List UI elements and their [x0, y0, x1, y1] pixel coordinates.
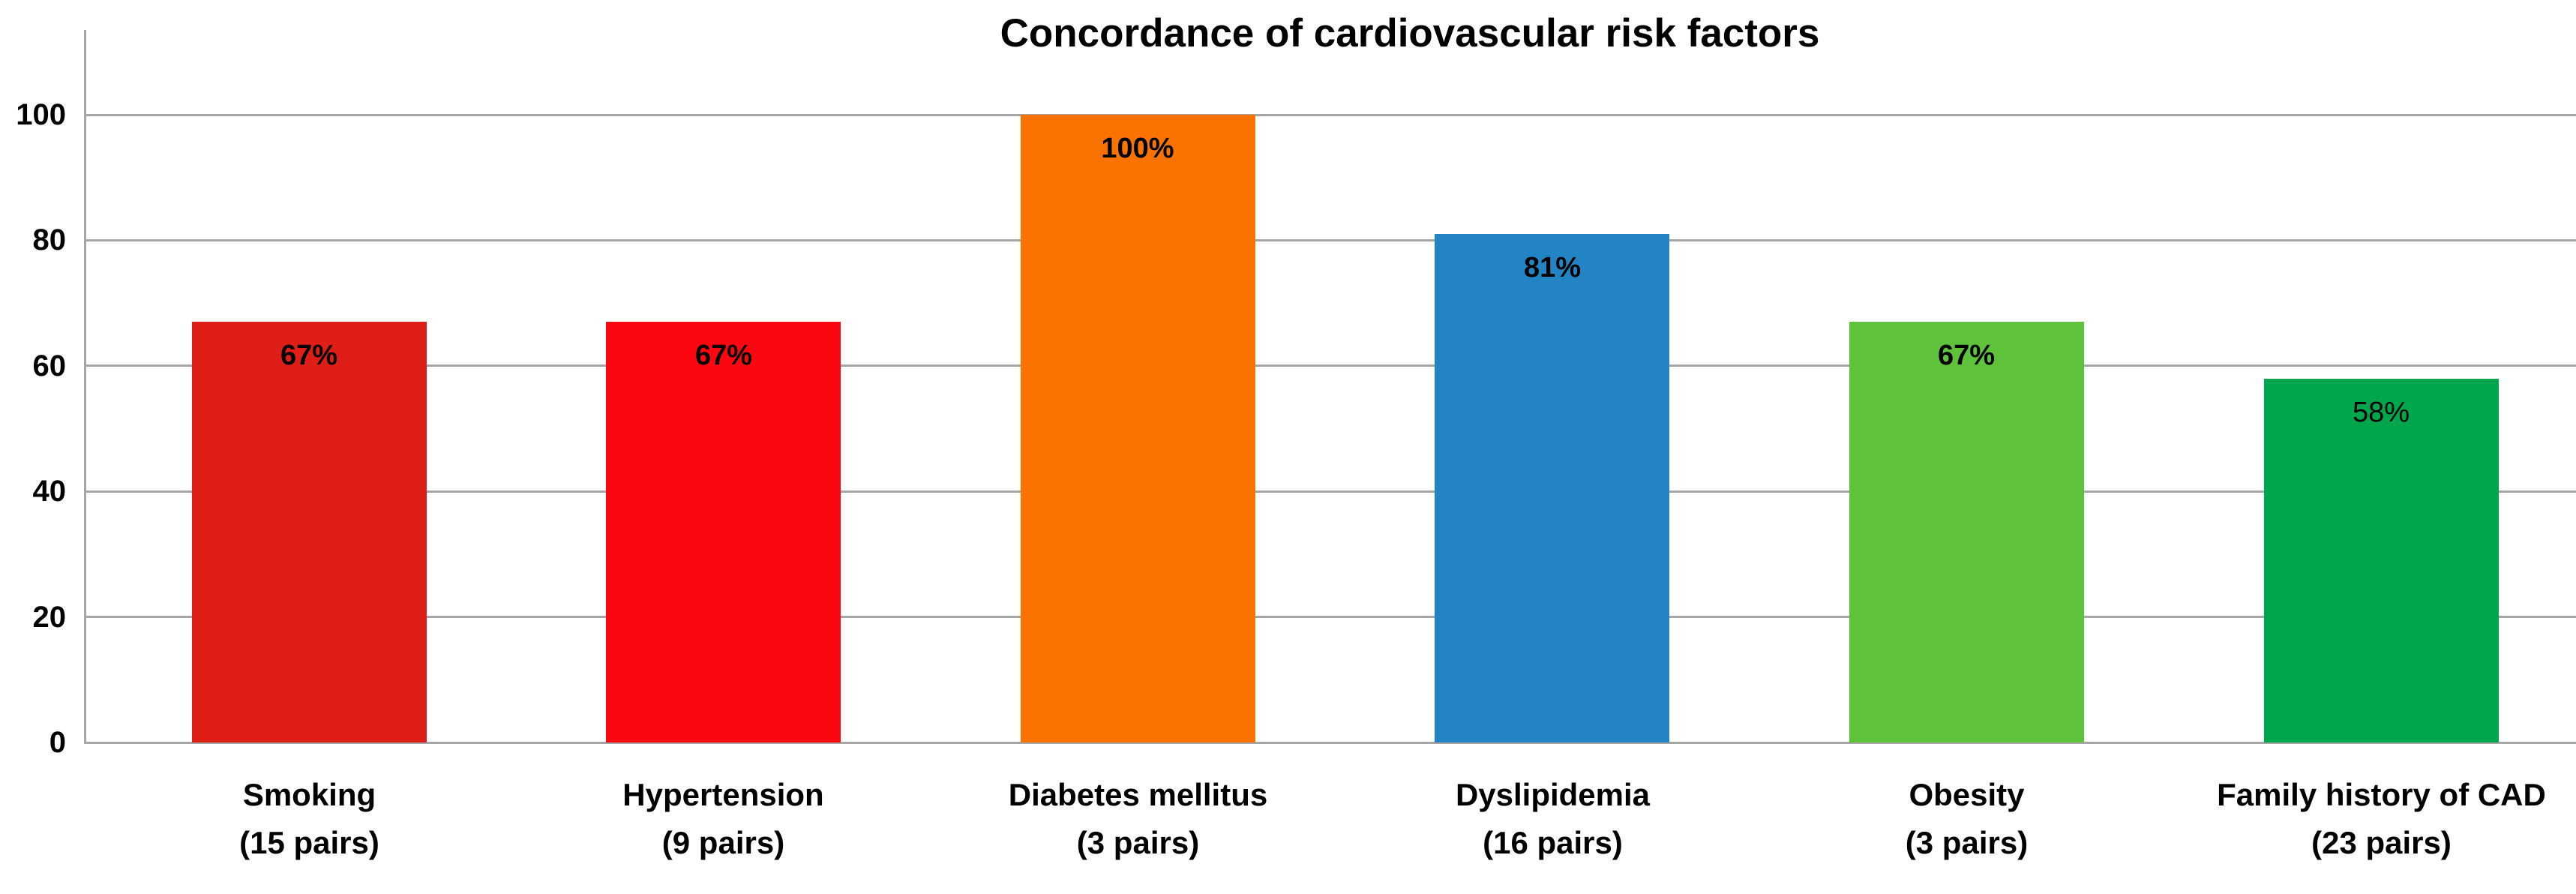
- category-label-family-history-of-cad: Family history of CAD (23 pairs): [2217, 777, 2546, 860]
- bar-hypertension: [606, 322, 841, 742]
- bar-obesity: [1849, 322, 2084, 742]
- bar-diabetes-mellitus: [1021, 115, 1255, 742]
- y-tick-label-0: 0: [49, 726, 66, 759]
- chart-title: Concordance of cardiovascular risk facto…: [1000, 11, 1820, 56]
- category-label-diabetes-mellitus: Diabetes mellitus (3 pairs): [1008, 777, 1268, 860]
- category-label-obesity: Obesity (3 pairs): [1905, 777, 2029, 860]
- bar-family-history-of-cad: [2264, 379, 2499, 742]
- category-label-hypertension: Hypertension (9 pairs): [622, 777, 824, 860]
- gridline-60: [85, 364, 2576, 367]
- category-label-smoking: Smoking (15 pairs): [239, 777, 379, 860]
- bar-value-label-obesity: 67%: [1937, 340, 1996, 371]
- y-axis-line: [84, 30, 86, 744]
- gridline-20: [85, 616, 2576, 618]
- gridline-0: [85, 742, 2576, 744]
- y-tick-label-20: 20: [32, 601, 67, 634]
- bar-value-label-family-history-of-cad: 58%: [2352, 397, 2410, 428]
- gridline-100: [85, 114, 2576, 116]
- y-tick-label-100: 100: [16, 98, 66, 131]
- y-tick-label-80: 80: [32, 224, 67, 256]
- y-tick-label-60: 60: [32, 350, 67, 382]
- gridline-80: [85, 239, 2576, 242]
- bar-smoking: [192, 322, 427, 742]
- bar-value-label-hypertension: 67%: [694, 340, 753, 371]
- bar-value-label-dyslipidemia: 81%: [1523, 252, 1582, 284]
- bar-value-label-diabetes-mellitus: 100%: [1101, 133, 1174, 164]
- y-tick-label-40: 40: [32, 475, 67, 508]
- category-label-dyslipidemia: Dyslipidemia (16 pairs): [1455, 777, 1651, 860]
- gridline-40: [85, 490, 2576, 493]
- bar-value-label-smoking: 67%: [280, 340, 338, 371]
- bar-dyslipidemia: [1435, 234, 1669, 742]
